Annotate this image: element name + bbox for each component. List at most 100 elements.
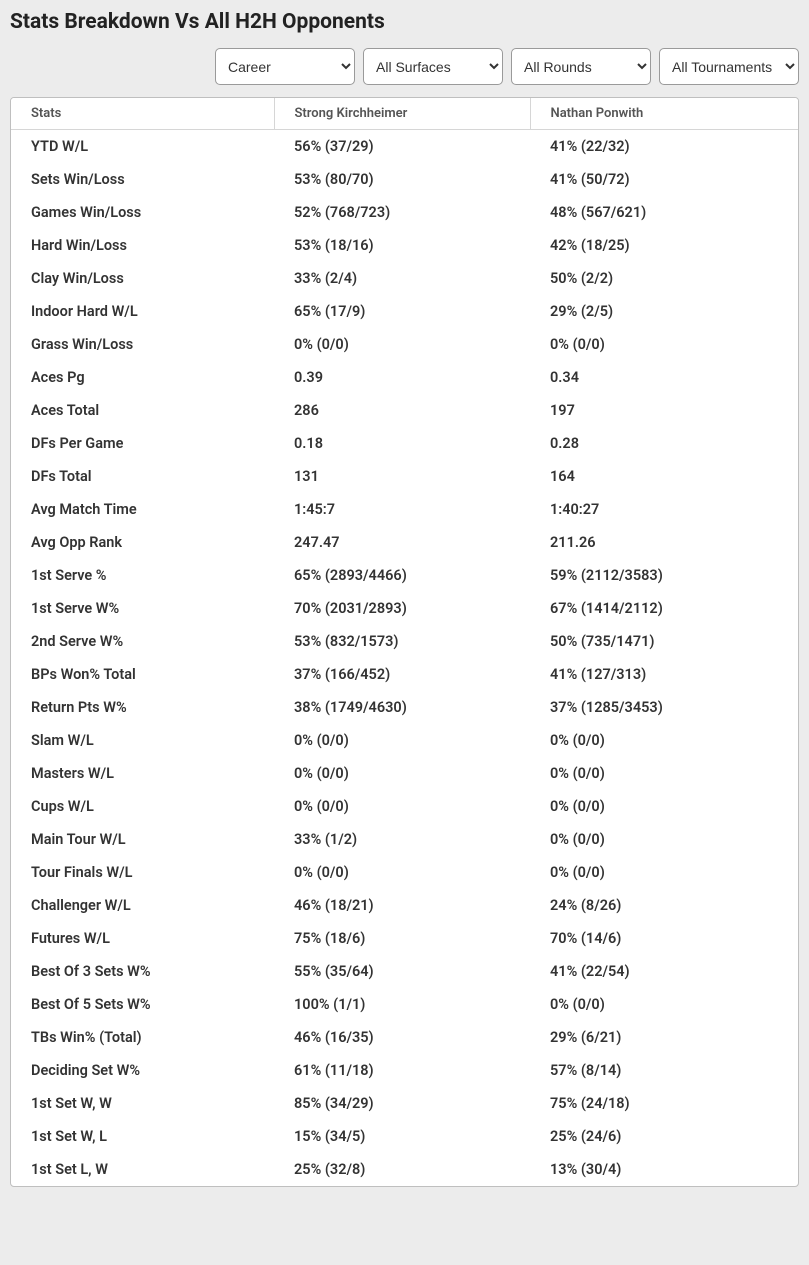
stat-label: Masters W/L xyxy=(11,757,274,790)
table-row: DFs Per Game0.180.28 xyxy=(11,427,798,460)
stat-value: 13% (30/4) xyxy=(530,1153,798,1186)
stat-label: Challenger W/L xyxy=(11,889,274,922)
stat-label: Return Pts W% xyxy=(11,691,274,724)
table-row: 1st Serve W%70% (2031/2893)67% (1414/211… xyxy=(11,592,798,625)
stat-label: Sets Win/Loss xyxy=(11,163,274,196)
stat-value: 65% (2893/4466) xyxy=(274,559,530,592)
stat-value: 50% (2/2) xyxy=(530,262,798,295)
stat-value: 61% (11/18) xyxy=(274,1054,530,1087)
stat-value: 0% (0/0) xyxy=(274,856,530,889)
table-row: BPs Won% Total37% (166/452)41% (127/313) xyxy=(11,658,798,691)
table-row: Masters W/L0% (0/0)0% (0/0) xyxy=(11,757,798,790)
stat-label: Games Win/Loss xyxy=(11,196,274,229)
tournaments-select[interactable]: All Tournaments xyxy=(659,48,799,85)
rounds-select[interactable]: All Rounds xyxy=(511,48,651,85)
table-row: DFs Total131164 xyxy=(11,460,798,493)
stat-value: 42% (18/25) xyxy=(530,229,798,262)
stat-label: 1st Set W, L xyxy=(11,1120,274,1153)
stat-value: 211.26 xyxy=(530,526,798,559)
stat-value: 0.39 xyxy=(274,361,530,394)
stat-value: 1:40:27 xyxy=(530,493,798,526)
stat-value: 29% (6/21) xyxy=(530,1021,798,1054)
stat-value: 100% (1/1) xyxy=(274,988,530,1021)
stat-label: Aces Pg xyxy=(11,361,274,394)
table-row: Best Of 3 Sets W%55% (35/64)41% (22/54) xyxy=(11,955,798,988)
stat-value: 197 xyxy=(530,394,798,427)
stat-value: 25% (32/8) xyxy=(274,1153,530,1186)
header-row: Stats Strong Kirchheimer Nathan Ponwith xyxy=(11,98,798,130)
stat-value: 0% (0/0) xyxy=(530,823,798,856)
table-row: Futures W/L75% (18/6)70% (14/6) xyxy=(11,922,798,955)
stat-value: 75% (18/6) xyxy=(274,922,530,955)
stat-label: 2nd Serve W% xyxy=(11,625,274,658)
stat-label: Grass Win/Loss xyxy=(11,328,274,361)
stat-value: 53% (80/70) xyxy=(274,163,530,196)
table-row: Aces Total286197 xyxy=(11,394,798,427)
table-row: Games Win/Loss52% (768/723)48% (567/621) xyxy=(11,196,798,229)
stat-label: Cups W/L xyxy=(11,790,274,823)
stat-label: YTD W/L xyxy=(11,130,274,164)
table-row: Deciding Set W%61% (11/18)57% (8/14) xyxy=(11,1054,798,1087)
stat-label: Indoor Hard W/L xyxy=(11,295,274,328)
page-title: Stats Breakdown Vs All H2H Opponents xyxy=(0,0,809,34)
table-row: Cups W/L0% (0/0)0% (0/0) xyxy=(11,790,798,823)
stat-label: Slam W/L xyxy=(11,724,274,757)
stat-value: 38% (1749/4630) xyxy=(274,691,530,724)
stat-value: 70% (14/6) xyxy=(530,922,798,955)
stat-value: 52% (768/723) xyxy=(274,196,530,229)
table-row: Slam W/L0% (0/0)0% (0/0) xyxy=(11,724,798,757)
career-select[interactable]: Career xyxy=(215,48,355,85)
stat-value: 25% (24/6) xyxy=(530,1120,798,1153)
stat-value: 0% (0/0) xyxy=(530,988,798,1021)
table-row: 1st Set L, W25% (32/8)13% (30/4) xyxy=(11,1153,798,1186)
stat-label: Best Of 5 Sets W% xyxy=(11,988,274,1021)
stat-value: 0% (0/0) xyxy=(530,757,798,790)
stat-label: TBs Win% (Total) xyxy=(11,1021,274,1054)
stat-value: 0% (0/0) xyxy=(530,790,798,823)
table-row: Sets Win/Loss53% (80/70)41% (50/72) xyxy=(11,163,798,196)
stat-value: 85% (34/29) xyxy=(274,1087,530,1120)
table-row: 1st Serve %65% (2893/4466)59% (2112/3583… xyxy=(11,559,798,592)
stat-value: 56% (37/29) xyxy=(274,130,530,164)
stat-label: 1st Set W, W xyxy=(11,1087,274,1120)
stat-value: 46% (18/21) xyxy=(274,889,530,922)
table-row: TBs Win% (Total)46% (16/35)29% (6/21) xyxy=(11,1021,798,1054)
stat-value: 1:45:7 xyxy=(274,493,530,526)
stat-value: 0% (0/0) xyxy=(274,328,530,361)
stat-label: DFs Total xyxy=(11,460,274,493)
stat-value: 70% (2031/2893) xyxy=(274,592,530,625)
table-row: 2nd Serve W%53% (832/1573)50% (735/1471) xyxy=(11,625,798,658)
stat-value: 286 xyxy=(274,394,530,427)
stat-label: Futures W/L xyxy=(11,922,274,955)
stat-value: 33% (1/2) xyxy=(274,823,530,856)
stat-value: 57% (8/14) xyxy=(530,1054,798,1087)
table-row: Clay Win/Loss33% (2/4)50% (2/2) xyxy=(11,262,798,295)
stat-value: 0.34 xyxy=(530,361,798,394)
stat-value: 59% (2112/3583) xyxy=(530,559,798,592)
stat-value: 41% (127/313) xyxy=(530,658,798,691)
stat-label: Deciding Set W% xyxy=(11,1054,274,1087)
stat-label: Best Of 3 Sets W% xyxy=(11,955,274,988)
table-row: Avg Opp Rank247.47211.26 xyxy=(11,526,798,559)
table-row: Main Tour W/L33% (1/2)0% (0/0) xyxy=(11,823,798,856)
stat-value: 131 xyxy=(274,460,530,493)
stat-value: 46% (16/35) xyxy=(274,1021,530,1054)
table-row: Aces Pg0.390.34 xyxy=(11,361,798,394)
stat-value: 41% (50/72) xyxy=(530,163,798,196)
stat-label: Main Tour W/L xyxy=(11,823,274,856)
stat-value: 67% (1414/2112) xyxy=(530,592,798,625)
surfaces-select[interactable]: All Surfaces xyxy=(363,48,503,85)
filter-bar: Career All Surfaces All Rounds All Tourn… xyxy=(0,34,809,97)
stat-value: 0% (0/0) xyxy=(530,328,798,361)
stat-label: 1st Serve W% xyxy=(11,592,274,625)
stat-value: 0% (0/0) xyxy=(530,856,798,889)
stats-table: Stats Strong Kirchheimer Nathan Ponwith … xyxy=(11,98,798,1186)
stat-value: 53% (18/16) xyxy=(274,229,530,262)
table-row: Return Pts W%38% (1749/4630)37% (1285/34… xyxy=(11,691,798,724)
table-row: Tour Finals W/L0% (0/0)0% (0/0) xyxy=(11,856,798,889)
table-row: YTD W/L56% (37/29)41% (22/32) xyxy=(11,130,798,164)
table-row: Best Of 5 Sets W%100% (1/1)0% (0/0) xyxy=(11,988,798,1021)
stat-label: BPs Won% Total xyxy=(11,658,274,691)
stat-label: Clay Win/Loss xyxy=(11,262,274,295)
stat-value: 37% (166/452) xyxy=(274,658,530,691)
